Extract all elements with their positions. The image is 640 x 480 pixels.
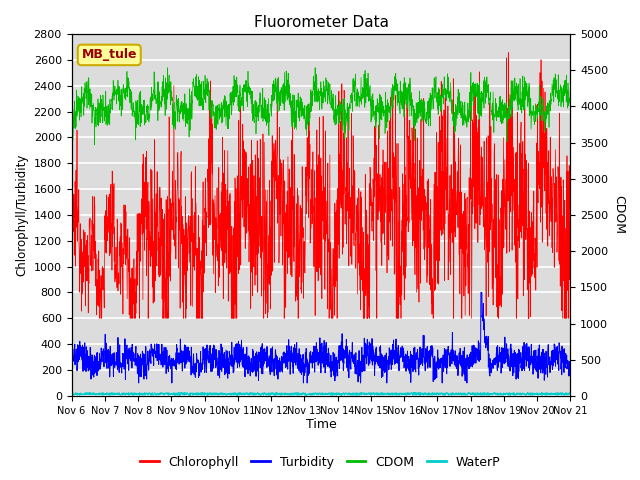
Legend: Chlorophyll, Turbidity, CDOM, WaterP: Chlorophyll, Turbidity, CDOM, WaterP (135, 451, 505, 474)
Y-axis label: Chlorophyll/Turbidity: Chlorophyll/Turbidity (15, 154, 28, 276)
Text: MB_tule: MB_tule (81, 48, 137, 61)
X-axis label: Time: Time (306, 419, 337, 432)
Y-axis label: CDOM: CDOM (612, 195, 625, 234)
Title: Fluorometer Data: Fluorometer Data (253, 15, 388, 30)
